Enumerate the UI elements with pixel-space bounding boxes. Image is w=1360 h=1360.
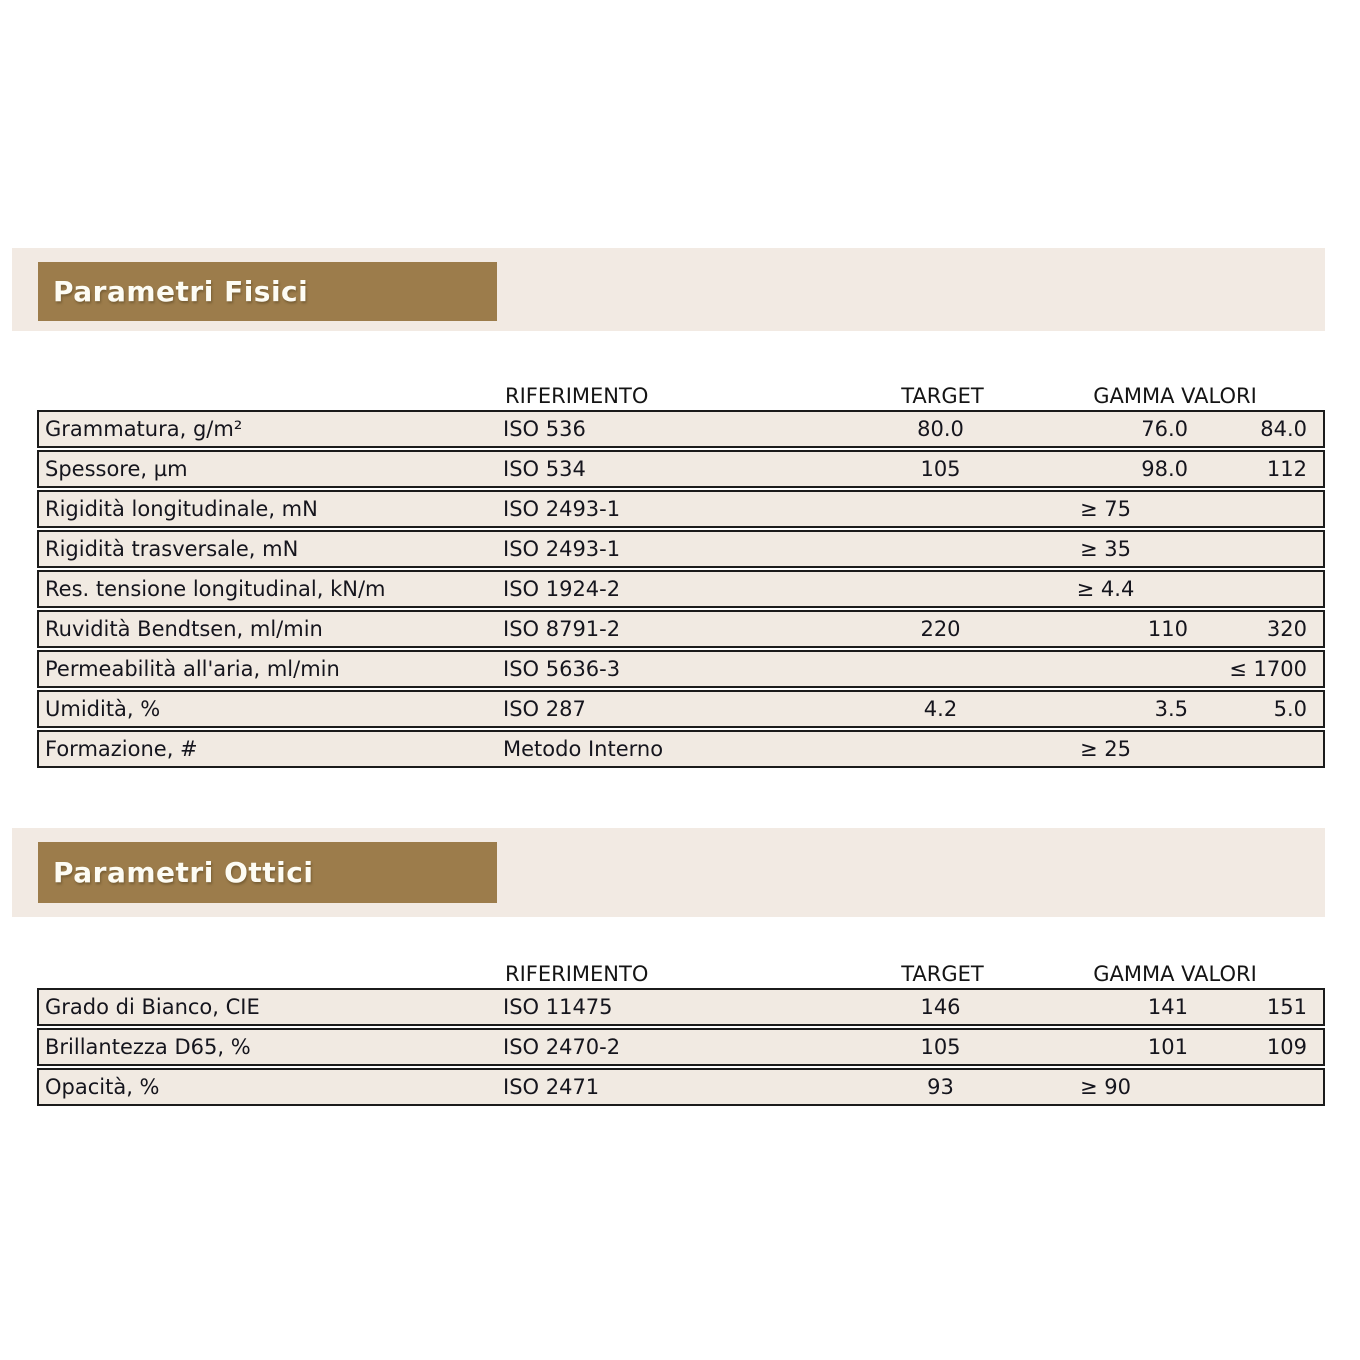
target-value: 105 <box>920 457 961 481</box>
target-value: 105 <box>920 1035 961 1059</box>
riferimento-value: ISO 534 <box>503 457 586 481</box>
range-min-value: ≥ 90 <box>1080 1075 1131 1099</box>
param-label: Res. tensione longitudinal, kN/m <box>45 577 386 601</box>
param-label: Grado di Bianco, CIE <box>45 995 260 1019</box>
table-row: Grammatura, g/m² ISO 536 80.0 76.0 84.0 <box>37 410 1325 448</box>
param-label: Permeabilità all'aria, ml/min <box>45 657 340 681</box>
param-label: Grammatura, g/m² <box>45 417 243 441</box>
col-target-header: TARGET <box>901 962 984 986</box>
range-max-value: 320 <box>1266 617 1307 641</box>
table-row: Permeabilità all'aria, ml/min ISO 5636-3… <box>37 650 1325 688</box>
riferimento-value: ISO 11475 <box>503 995 613 1019</box>
range-max-value: 112 <box>1266 457 1307 481</box>
param-label: Rigidità trasversale, mN <box>45 537 299 561</box>
param-label: Ruvidità Bendtsen, ml/min <box>45 617 323 641</box>
riferimento-value: ISO 2471 <box>503 1075 600 1099</box>
riferimento-value: ISO 287 <box>503 697 586 721</box>
riferimento-value: ISO 2493-1 <box>503 537 621 561</box>
section-title: Parametri Fisici <box>53 275 309 308</box>
section-title-bar-fisici: Parametri Fisici <box>38 262 497 321</box>
target-value: 4.2 <box>923 697 958 721</box>
table-row: Formazione, # Metodo Interno ≥ 25 <box>37 730 1325 768</box>
target-value: 220 <box>920 617 961 641</box>
riferimento-value: ISO 8791-2 <box>503 617 621 641</box>
range-min-value <box>1023 652 1188 686</box>
range-max-value <box>1188 1070 1319 1104</box>
param-label: Brillantezza D65, % <box>45 1035 251 1059</box>
column-headers-ottici: RIFERIMENTO TARGET GAMMA VALORI <box>37 952 1325 986</box>
col-gamma-valori-header: GAMMA VALORI <box>1093 962 1257 986</box>
target-value <box>858 492 1023 526</box>
range-min-value: ≥ 35 <box>1080 537 1131 561</box>
col-riferimento-header: RIFERIMENTO <box>505 384 649 408</box>
range-max-value <box>1188 532 1319 566</box>
riferimento-value: ISO 1924-2 <box>503 577 621 601</box>
section-title-bar-ottici: Parametri Ottici <box>38 842 497 903</box>
range-min-value: 110 <box>1147 617 1188 641</box>
table-parametri-fisici: Grammatura, g/m² ISO 536 80.0 76.0 84.0 … <box>37 410 1325 770</box>
col-riferimento-header: RIFERIMENTO <box>505 962 649 986</box>
range-min-value: ≥ 75 <box>1080 497 1131 521</box>
target-value <box>858 572 1023 606</box>
table-row: Res. tensione longitudinal, kN/m ISO 192… <box>37 570 1325 608</box>
range-min-value: 98.0 <box>1141 457 1188 481</box>
target-value <box>858 532 1023 566</box>
target-value: 146 <box>920 995 961 1019</box>
riferimento-value: ISO 5636-3 <box>503 657 621 681</box>
table-row: Rigidità longitudinale, mN ISO 2493-1 ≥ … <box>37 490 1325 528</box>
range-min-value: 141 <box>1147 995 1188 1019</box>
riferimento-value: Metodo Interno <box>503 737 664 761</box>
target-value: 93 <box>927 1075 954 1099</box>
param-label: Spessore, µm <box>45 457 188 481</box>
target-value: 80.0 <box>917 417 964 441</box>
range-max-value: 151 <box>1266 995 1307 1019</box>
column-headers-fisici: RIFERIMENTO TARGET GAMMA VALORI <box>37 374 1325 408</box>
col-gamma-valori-header: GAMMA VALORI <box>1093 384 1257 408</box>
range-max-value: 109 <box>1266 1035 1307 1059</box>
param-label: Umidità, % <box>45 697 161 721</box>
range-max-value: 84.0 <box>1260 417 1307 441</box>
range-max-value: ≤ 1700 <box>1229 657 1307 681</box>
range-max-value: 5.0 <box>1273 697 1307 721</box>
table-row: Umidità, % ISO 287 4.2 3.5 5.0 <box>37 690 1325 728</box>
col-target-header: TARGET <box>901 384 984 408</box>
param-label: Formazione, # <box>45 737 198 761</box>
riferimento-value: ISO 2493-1 <box>503 497 621 521</box>
range-min-value: 3.5 <box>1154 697 1188 721</box>
range-min-value: 76.0 <box>1141 417 1188 441</box>
range-max-value <box>1188 492 1319 526</box>
range-min-value: ≥ 4.4 <box>1076 577 1135 601</box>
range-max-value <box>1188 732 1319 766</box>
table-row: Brillantezza D65, % ISO 2470-2 105 101 1… <box>37 1028 1325 1066</box>
table-parametri-ottici: Grado di Bianco, CIE ISO 11475 146 141 1… <box>37 988 1325 1108</box>
table-row: Grado di Bianco, CIE ISO 11475 146 141 1… <box>37 988 1325 1026</box>
range-min-value: 101 <box>1147 1035 1188 1059</box>
range-max-value <box>1188 572 1319 606</box>
target-value <box>858 732 1023 766</box>
table-row: Opacità, % ISO 2471 93 ≥ 90 <box>37 1068 1325 1106</box>
riferimento-value: ISO 2470-2 <box>503 1035 621 1059</box>
table-row: Rigidità trasversale, mN ISO 2493-1 ≥ 35 <box>37 530 1325 568</box>
section-title: Parametri Ottici <box>53 856 314 889</box>
riferimento-value: ISO 536 <box>503 417 586 441</box>
range-min-value: ≥ 25 <box>1080 737 1131 761</box>
table-row: Ruvidità Bendtsen, ml/min ISO 8791-2 220… <box>37 610 1325 648</box>
table-row: Spessore, µm ISO 534 105 98.0 112 <box>37 450 1325 488</box>
param-label: Rigidità longitudinale, mN <box>45 497 318 521</box>
target-value <box>858 652 1023 686</box>
param-label: Opacità, % <box>45 1075 160 1099</box>
